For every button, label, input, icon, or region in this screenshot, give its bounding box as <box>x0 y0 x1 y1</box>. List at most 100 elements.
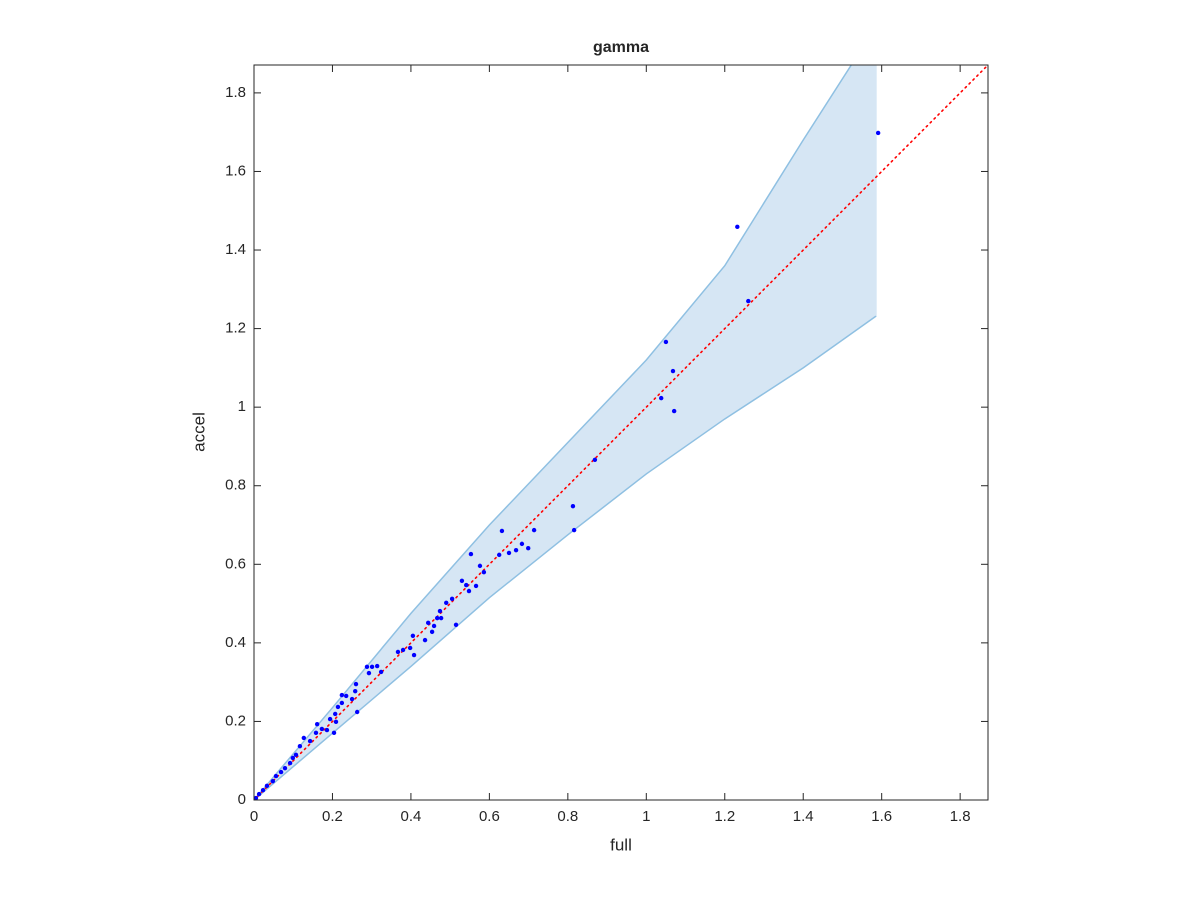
identity-line <box>254 65 988 800</box>
point <box>875 130 881 136</box>
point <box>349 696 355 702</box>
x-tick-label: 0.2 <box>322 808 343 825</box>
point <box>327 716 333 722</box>
axes-box <box>253 64 989 801</box>
point <box>519 541 525 547</box>
band-fill <box>254 65 877 800</box>
point <box>481 569 487 575</box>
y-tick-label: 0.4 <box>225 634 246 651</box>
point <box>466 588 472 594</box>
y-tick-label: 1.4 <box>225 241 246 258</box>
point <box>324 727 330 733</box>
point <box>369 664 375 670</box>
point <box>735 224 740 230</box>
point <box>260 787 266 793</box>
x-tick-label: 0 <box>250 808 258 825</box>
point <box>496 552 502 558</box>
point <box>301 735 307 741</box>
chart-title: gamma <box>593 39 649 56</box>
point <box>592 457 598 463</box>
point <box>339 700 345 706</box>
point <box>307 738 313 744</box>
y-tick-label: 1.2 <box>225 320 246 337</box>
point <box>256 791 262 797</box>
point <box>526 545 531 551</box>
point <box>464 582 469 588</box>
point <box>290 755 296 761</box>
point <box>273 773 279 779</box>
point <box>282 765 288 771</box>
point <box>293 752 299 758</box>
band-lower-edge <box>254 315 877 800</box>
point <box>468 551 474 557</box>
point <box>438 615 444 621</box>
point <box>314 721 320 727</box>
point <box>671 408 677 414</box>
x-tick-label: 1.2 <box>714 808 735 825</box>
band-upper-edge <box>254 65 853 800</box>
point <box>429 629 435 635</box>
y-tick-label: 0 <box>238 791 246 808</box>
point <box>407 645 413 651</box>
y-tick-label: 1.8 <box>225 84 246 101</box>
point <box>444 600 449 605</box>
y-tick-label: 0.8 <box>225 477 246 494</box>
point <box>319 726 325 732</box>
point <box>331 730 337 736</box>
point <box>353 681 359 687</box>
point <box>506 550 512 556</box>
point <box>570 503 576 509</box>
y-axis-label: accel <box>189 412 208 452</box>
point <box>374 663 380 669</box>
point <box>339 692 345 698</box>
x-tick-label: 1.6 <box>871 808 892 825</box>
point <box>297 743 303 749</box>
x-tick-label: 1.8 <box>950 808 971 825</box>
point <box>395 649 401 655</box>
point <box>670 368 676 374</box>
point <box>422 637 428 643</box>
point <box>459 578 465 583</box>
x-tick-label: 1.4 <box>793 808 814 825</box>
point <box>366 670 372 676</box>
x-tick-label: 1 <box>642 808 650 825</box>
point <box>343 693 349 699</box>
point <box>513 547 519 553</box>
point <box>287 760 293 766</box>
point <box>270 778 276 784</box>
y-tick-label: 1.6 <box>225 162 246 179</box>
point <box>354 709 360 715</box>
point <box>746 298 751 304</box>
point <box>531 527 537 533</box>
point <box>663 339 669 345</box>
plot-area <box>254 65 988 800</box>
point <box>435 615 440 621</box>
point <box>378 669 384 675</box>
x-tick-label: 0.4 <box>400 808 421 825</box>
point <box>453 622 459 627</box>
point <box>571 527 577 533</box>
point <box>353 688 358 694</box>
point <box>410 633 416 638</box>
point <box>254 797 257 800</box>
point <box>264 783 270 789</box>
x-tick-label: 0.6 <box>479 808 500 825</box>
y-tick-label: 1 <box>238 398 246 415</box>
point <box>425 620 431 626</box>
x-axis-label: full <box>610 835 632 854</box>
point <box>278 769 284 775</box>
point <box>477 563 483 569</box>
point <box>333 711 338 717</box>
point <box>473 583 479 589</box>
point <box>313 730 319 736</box>
point <box>437 608 443 614</box>
x-tick-label: 0.8 <box>557 808 578 825</box>
point <box>364 664 370 670</box>
point <box>499 528 505 534</box>
y-tick-label: 0.2 <box>225 712 246 729</box>
point <box>335 704 341 710</box>
point <box>333 719 339 725</box>
point <box>431 623 437 629</box>
point <box>400 647 406 653</box>
point <box>411 652 417 658</box>
